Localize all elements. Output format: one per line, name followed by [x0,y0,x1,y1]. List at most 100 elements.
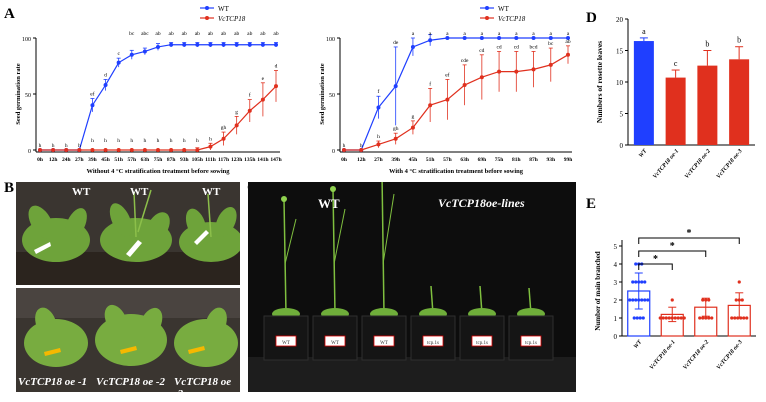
pot-tag-label: WT [282,341,290,346]
y-tick-label: 0 [620,142,624,150]
y-tick-label: 10 [616,79,624,87]
x-tick-label: VcTCP18 oe-1 [649,339,677,371]
photo-c-wt-label: WT [318,196,340,211]
data-point [632,316,636,320]
data-point-VcTCP18 [51,148,56,152]
x-tick-label: 57h [443,157,452,163]
significance-letter-oe: h [196,138,199,144]
plant-stem [283,198,287,315]
y-tick-label: 5 [614,243,618,251]
x-tick-label: 123h [231,157,242,163]
photo-b-wt-plants: WT WT WT [16,182,240,285]
x-tick-label: 24h [62,157,71,163]
photo-b-wt-label-2: WT [130,186,149,198]
significance-letter-oe: gh [393,126,399,132]
significance-letter-wt: de [393,40,399,46]
data-point-VcTCP18 [462,83,467,88]
significance-letter-oe: h [157,138,160,144]
series-line-WT [40,44,276,151]
significance-letter-wt: h [78,143,81,149]
data-point-WT [142,49,147,54]
y-tick-label: 3 [614,279,618,287]
significance-letter-oe: bc [548,41,554,47]
significance-bracket [638,250,707,257]
data-point-VcTCP18 [342,148,346,152]
pot-tag [324,335,346,347]
data-point [736,316,740,320]
data-point [640,280,644,284]
pot-tag-label: WT [380,341,388,346]
data-point [745,316,749,320]
significance-letter-oe: h [377,134,380,140]
data-point-VcTCP18 [531,67,536,72]
pot-tag [275,335,297,347]
pot-tag-label: WT [331,341,339,346]
data-point [698,316,702,320]
x-tick-label: 117h [218,157,229,163]
data-point [734,298,738,302]
legend-label-0: WT [218,5,230,13]
significance-letter-wt: ab [182,31,187,37]
x-tick-label: 135h [244,157,255,163]
data-point-WT [208,42,213,47]
bar-1 [665,77,686,145]
significance-letter-wt: h [65,143,68,149]
y-tick-label: 20 [616,16,624,24]
data-point [634,280,638,284]
data-point [740,298,744,302]
data-point [710,316,714,320]
data-point-WT [548,36,553,40]
significance-star: * [687,228,692,239]
legend-marker [205,6,209,10]
x-tick-label: 63h [141,157,150,163]
significance-letter-oe: e [262,76,265,82]
pot-tag [520,335,542,347]
data-point [631,280,635,284]
significance-bracket [638,237,740,244]
data-point-VcTCP18 [247,108,252,113]
data-point [637,280,641,284]
data-point-WT [247,42,252,47]
legend-label-1: VcTCP18 [498,15,526,23]
data-point-WT [182,42,187,47]
significance-letter-wt: h [343,143,346,149]
x-tick-label: 57h [127,157,136,163]
bar-0 [633,41,654,145]
significance-letter-wt: a [446,31,449,37]
x-tick-label: VcTCP18 oe-3 [716,339,744,371]
photo-b-oe-plants: VcTCP18 oe -1 VcTCP18 oe -2 VcTCP18 oe -… [16,288,240,392]
x-tick-label: 0h [341,157,347,163]
x-tick-label: 12h [49,157,58,163]
significance-letter-oe: cd [479,48,484,54]
data-point [658,316,662,320]
x-tick-label: 51h [114,157,123,163]
significance-star: * [653,254,658,265]
data-point-VcTCP18 [234,123,239,128]
y-tick-label: 0 [28,149,31,155]
data-point [670,316,674,320]
plant-flower [330,186,336,192]
data-point-VcTCP18 [169,148,174,152]
data-point [628,298,632,302]
significance-letter-oe: f [429,80,431,87]
data-point-VcTCP18 [566,52,570,57]
data-point-WT [116,60,121,65]
data-point-VcTCP18 [514,69,519,74]
significance-letter-oe: ab [565,39,570,45]
significance-letter-oe: gh [221,125,227,131]
data-point-VcTCP18 [428,103,433,108]
legend-marker [485,16,489,20]
series-line-VcTCP18 [344,54,569,151]
data-point [635,316,639,320]
x-tick-label: VcTCP18 oe-1 [652,148,680,180]
data-point-VcTCP18 [221,136,226,141]
significance-letter-wt: a [532,31,535,37]
y-tick-label: 50 [329,93,335,99]
germination-chart-with-stratification: 0 50 100 0h 12h 27h 39h 45h 51h 57h 63h 69h 75h 81h 87… [319,5,572,175]
y-tick-label: 100 [326,37,335,43]
data-point-VcTCP18 [359,148,364,152]
significance-letter-oe: f [249,92,251,99]
data-point-VcTCP18 [410,125,415,130]
data-point [643,280,647,284]
data-point [704,298,708,302]
